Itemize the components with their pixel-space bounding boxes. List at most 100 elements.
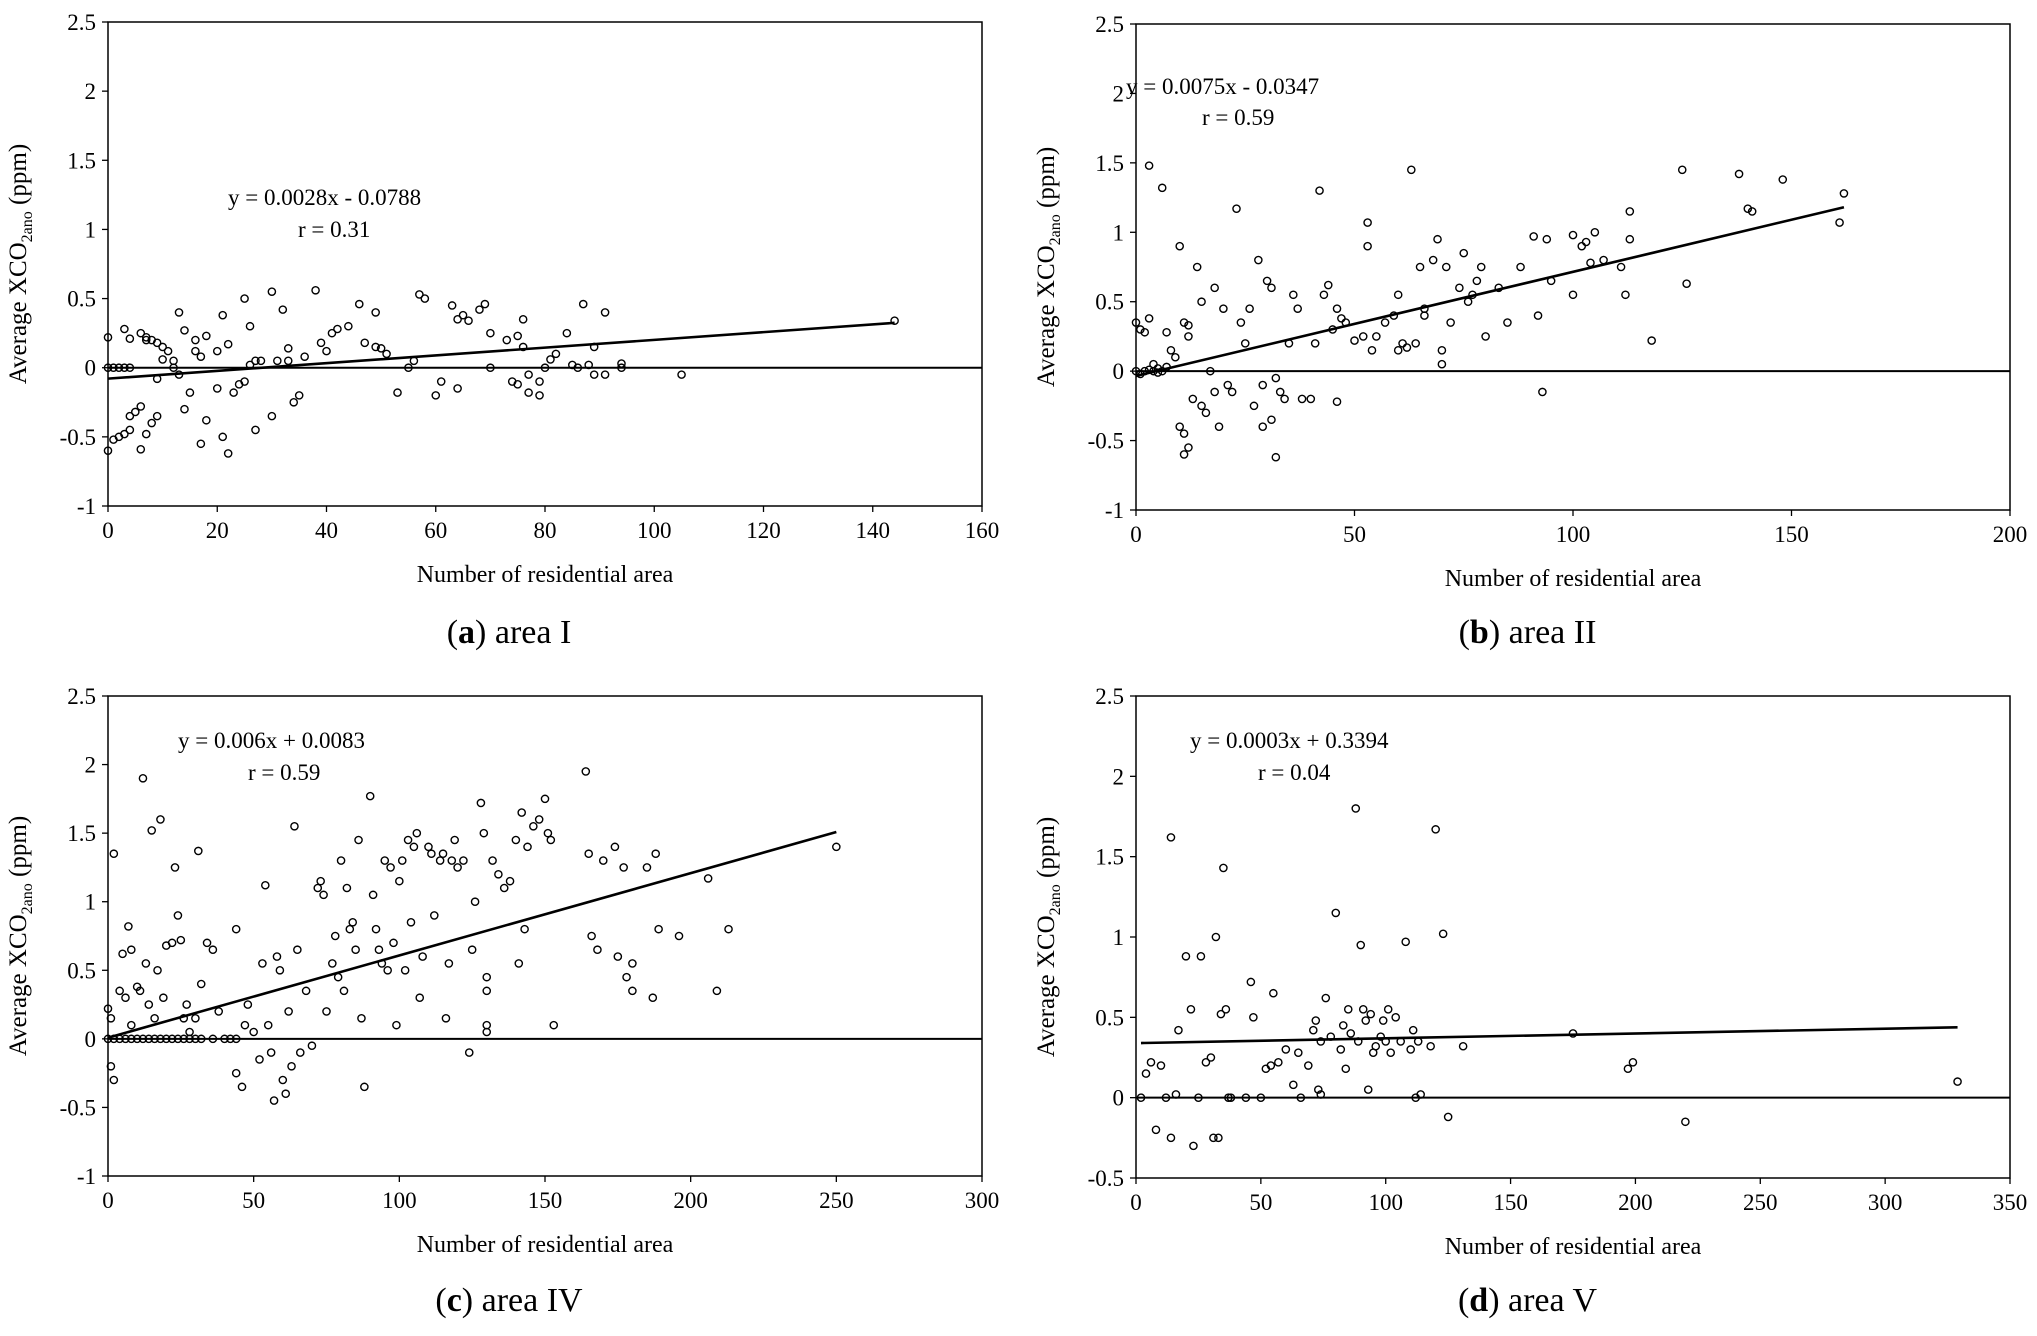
- scatter-point: [1356, 940, 1366, 950]
- scatter-point: [587, 931, 596, 941]
- scatter-point: [518, 315, 528, 324]
- scatter-point: [103, 363, 113, 373]
- scatter-point: [1628, 1058, 1638, 1067]
- chart-svg-b: -1 -0.5 0 0.5 1 1.5 2 2.5 0 50 100 150 200 y = 0.0075…: [1033, 12, 2027, 592]
- scatter-point: [176, 935, 186, 945]
- scatter-point: [174, 308, 184, 317]
- scatter-point: [1407, 165, 1416, 175]
- scatter-point: [191, 346, 200, 356]
- equation-label: y = 0.0003x + 0.3394: [1190, 728, 1389, 753]
- scatter-point: [1568, 290, 1578, 300]
- scatter-point: [1267, 283, 1276, 293]
- scatter-point: [1271, 452, 1281, 462]
- scatter-point: [392, 1020, 401, 1030]
- y-tick-label: -0.5: [60, 1095, 96, 1120]
- y-tick-label: 2: [1113, 764, 1125, 789]
- scatter-point: [551, 349, 561, 359]
- scatter-point: [1196, 951, 1206, 961]
- scatter-point: [1221, 1004, 1231, 1014]
- x-tick-label: 100: [1556, 522, 1591, 547]
- trend-line: [1135, 205, 1845, 378]
- scatter-point: [295, 1048, 305, 1057]
- y-tick-label: 0: [1113, 1086, 1125, 1111]
- scatter-point: [1371, 1041, 1381, 1051]
- scatter-point: [600, 308, 610, 317]
- scatter-point: [1647, 336, 1656, 345]
- scatter-point: [301, 986, 311, 996]
- caption-letter: a: [458, 614, 476, 651]
- scatter-point: [120, 324, 129, 334]
- scatter-point: [1166, 833, 1176, 842]
- chart-svg-a: -1 -0.5 0 0.5 1 1.5 2 2.5 0 20 40 60 80 100 120 140 160 y…: [5, 10, 999, 588]
- scatter-point: [185, 388, 195, 397]
- scatter-point: [1516, 262, 1525, 272]
- scatter-point: [266, 1048, 276, 1057]
- scatter-point: [1179, 318, 1189, 327]
- x-tick-label: 0: [1130, 522, 1142, 547]
- scatter-point: [121, 993, 130, 1003]
- scatter-point: [415, 290, 424, 299]
- scatter-point: [202, 938, 212, 948]
- plot-frame: [107, 21, 983, 507]
- scatter-point: [482, 1027, 492, 1037]
- scatter-point: [267, 411, 277, 421]
- scatter-point: [1245, 304, 1254, 313]
- scatter-point: [135, 986, 145, 996]
- y-tick-label: 0: [85, 1027, 97, 1052]
- y-tick-label: -1: [77, 1164, 96, 1189]
- scatter-point: [427, 849, 436, 859]
- y-tick-label: 0.5: [1095, 1005, 1124, 1030]
- y-tick-label: 2.5: [1095, 12, 1124, 37]
- scatter-point: [1393, 346, 1403, 355]
- x-tick-label: 100: [637, 518, 672, 543]
- scatter-point: [1363, 241, 1372, 251]
- scatter-point: [1316, 1037, 1326, 1046]
- scatter-point: [479, 828, 489, 838]
- scatter-point: [1378, 1016, 1388, 1025]
- scatter-point: [1839, 189, 1849, 198]
- plot-frame: [107, 695, 983, 1177]
- x-tick-label: 300: [965, 1188, 1000, 1213]
- scatter-point: [103, 1004, 113, 1013]
- scatter-point: [125, 363, 135, 373]
- scatter-point: [348, 917, 358, 927]
- scatter-point: [179, 1034, 189, 1044]
- scatter-point: [1214, 1133, 1223, 1143]
- scatter-point: [1431, 825, 1440, 834]
- scatter-point: [368, 890, 378, 900]
- scatter-point: [1415, 262, 1425, 272]
- scatter-point: [1280, 394, 1289, 404]
- scatter-point: [141, 335, 151, 345]
- scatter-point: [1625, 234, 1635, 244]
- scatter-point: [467, 945, 477, 955]
- scatter-point: [480, 299, 490, 309]
- x-tick-label: 150: [1493, 1190, 1528, 1215]
- caption-b: (b) area II: [1458, 614, 1597, 651]
- scatter-point: [136, 328, 146, 338]
- scatter-point: [1411, 339, 1420, 348]
- scatter-point: [150, 1013, 159, 1023]
- scatter-point: [475, 305, 484, 314]
- scatter-point: [136, 402, 146, 411]
- scatter-point: [1408, 1025, 1418, 1035]
- y-tick-label: 2.5: [67, 10, 96, 35]
- scatter-point: [327, 328, 337, 338]
- scatter-point: [589, 370, 599, 379]
- scatter-point: [202, 415, 211, 425]
- scatter-point: [1437, 359, 1447, 369]
- y-tick-label: 0: [85, 356, 97, 381]
- y-axis-label: Average XCO2ano (ppm): [5, 816, 36, 1056]
- x-axis-label: Number of residential area: [1445, 566, 1702, 592]
- caption-letter: c: [446, 1282, 462, 1319]
- scatter-point: [1310, 339, 1320, 348]
- y-tick-label: 1: [1113, 925, 1125, 950]
- scatter-point: [109, 849, 119, 859]
- scatter-point: [138, 773, 148, 783]
- scatter-point: [283, 356, 293, 366]
- x-axis-label: Number of residential area: [417, 1232, 674, 1258]
- scatter-point: [103, 1034, 113, 1044]
- scatter-point: [1175, 241, 1184, 251]
- scatter-point: [1254, 255, 1263, 265]
- scatter-point: [505, 876, 515, 886]
- y-tick-label: -0.5: [1088, 1166, 1124, 1191]
